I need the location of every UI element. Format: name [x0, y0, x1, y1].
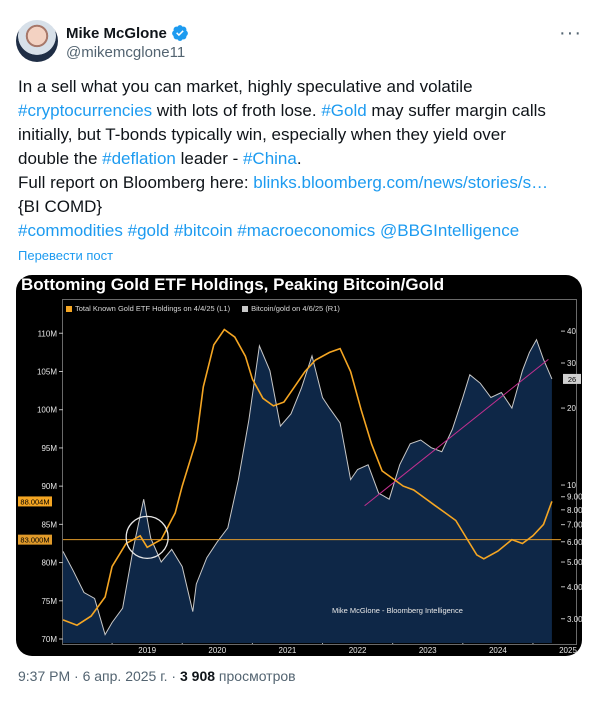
tweet-line: double the #deflation leader - #China. [18, 147, 583, 171]
x-axis-tick-label: 2021 [279, 646, 297, 655]
hashtag-link[interactable]: #Gold [321, 101, 367, 120]
tweet-text-segment: . [296, 149, 302, 168]
btc-last-value-bg [563, 373, 581, 384]
footer-sep-2: · [171, 668, 180, 684]
right-axis-tick-label: 9.00 [567, 493, 582, 502]
left-axis-tick-label: 70M [41, 635, 57, 644]
tweet-line: {BI COMD} [18, 195, 583, 219]
right-axis-tick-label: 8.00 [567, 506, 582, 515]
left-axis-tick-label: 95M [41, 444, 57, 453]
author-handle[interactable]: @mikemcglone11 [66, 44, 186, 61]
chart-legend: Total Known Gold ETF Holdings on 4/4/25 … [66, 304, 340, 313]
right-axis-tick-label: 5.00 [567, 558, 582, 567]
hashtag-link[interactable]: #bitcoin [173, 221, 233, 240]
tweet-line: In a sell what you can market, highly sp… [18, 75, 583, 99]
hashtag-link[interactable]: #cryptocurrencies [18, 101, 153, 120]
tweet-text-segment: may suffer margin calls [366, 101, 546, 120]
more-options-icon[interactable]: ··· [559, 22, 582, 44]
chart-plot-frame [62, 299, 577, 645]
gold-last-value-label: 88.004M [20, 497, 49, 506]
hashtag-link[interactable]: #China [242, 149, 297, 168]
right-axis-tick-label: 20 [567, 404, 576, 413]
legend-label-gold: Total Known Gold ETF Holdings on 4/4/25 … [75, 304, 231, 313]
right-axis-tick-label: 40 [567, 327, 576, 336]
btc-gold-area [63, 339, 552, 643]
right-axis-tick-label: 6.00 [567, 538, 582, 547]
x-axis-tick-label: 2019 [138, 646, 156, 655]
tweet-text-segment: double the [18, 149, 103, 168]
avatar[interactable] [16, 20, 58, 62]
author-name[interactable]: Mike McGlone [66, 24, 167, 42]
legend-item-gold: Total Known Gold ETF Holdings on 4/4/25 … [66, 304, 230, 313]
tweet-text-segment: Full report on Bloomberg here: [18, 173, 254, 192]
right-axis-tick-label: 3.00 [567, 615, 582, 624]
gold-etf-line [62, 328, 553, 627]
right-axis-tick-label: 30 [567, 359, 576, 368]
btc-last-value-label: 26 [568, 375, 576, 384]
tweet-line: initially, but T-bonds typically win, es… [18, 123, 583, 147]
hashtag-link[interactable]: #deflation [102, 149, 176, 168]
left-axis-tick-label: 90M [41, 482, 57, 491]
x-axis-tick-label: 2022 [349, 646, 367, 655]
legend-label-btc: Bitcoin/gold on 4/6/25 (R1) [251, 304, 340, 313]
left-axis-tick-label: 110M [38, 329, 58, 338]
chart-svg: 70M 75M 80M 85M 90M 95M 100M 105M 110M 3.00 4.00 5.… [18, 327, 582, 655]
chart-title: Bottoming Gold ETF Holdings, Peaking Bit… [21, 275, 445, 294]
reference-value-label-bg [18, 534, 52, 545]
left-axis-tick-label: 100M [37, 406, 57, 415]
legend-item-btc: Bitcoin/gold on 4/6/25 (R1) [242, 304, 340, 313]
trend-line [364, 358, 549, 507]
tweet-date[interactable]: 6 апр. 2025 г. [82, 668, 168, 684]
tweet-time[interactable]: 9:37 PM [18, 668, 71, 684]
author-name-row: Mike McGlone [66, 24, 189, 42]
tweet-line: #cryptocurrencies with lots of froth los… [18, 99, 583, 123]
tweet-text-segment: {BI COMD} [18, 197, 103, 216]
tweet-header: Mike McGlone @mikemcglone11 ··· [16, 18, 582, 66]
hashtag-link[interactable]: #commodities [18, 221, 123, 240]
verified-badge-icon [171, 25, 188, 41]
mention-link[interactable]: @BBGIntelligence [379, 221, 520, 240]
tweet-footer: 9:37 PM · 6 апр. 2025 г. · 3 908 просмот… [18, 668, 296, 684]
reference-value-label: 83.000M [20, 536, 49, 545]
x-axis-tick-label: 2024 [489, 646, 507, 655]
x-axis-tick-label: 2020 [208, 646, 226, 655]
views-label: просмотров [218, 668, 296, 684]
x-axis-tick-label: 2025 [559, 646, 577, 655]
tweet-text: In a sell what you can market, highly sp… [18, 75, 583, 243]
left-axis-tick-label: 80M [41, 559, 57, 568]
chart-credit: Mike McGlone - Bloomberg Intelligence [332, 606, 463, 615]
x-axis-tick-label: 2023 [419, 646, 437, 655]
footer-sep-1: · [74, 668, 83, 684]
left-axis-tick-label: 85M [41, 520, 57, 529]
url-link[interactable]: blinks.bloomberg.com/news/stories/s… [253, 173, 549, 192]
right-axis-tick-label: 4.00 [567, 583, 582, 592]
btc-gold-line [62, 338, 553, 636]
highlight-circle [125, 515, 169, 560]
tweet-text-segment: initially, but T-bonds typically win, es… [18, 125, 506, 144]
right-axis-tick-label: 10 [567, 481, 576, 490]
tweet-text-segment: with lots of froth lose. [152, 101, 322, 120]
tweet-text-segment: In a sell what you can market, highly sp… [18, 77, 473, 96]
tweet-text-segment: leader - [175, 149, 243, 168]
gold-last-value-label-bg [18, 496, 52, 507]
hashtag-link[interactable]: #gold [127, 221, 170, 240]
views-count: 3 908 [179, 668, 216, 684]
translate-post-link[interactable]: Перевести пост [18, 248, 114, 263]
left-axis-tick-label: 105M [37, 368, 57, 377]
hashtag-link[interactable]: #macroeconomics [237, 221, 376, 240]
tweet-line: #commodities #gold #bitcoin #macroeconom… [18, 219, 583, 243]
chart-image[interactable]: Bottoming Gold ETF Holdings, Peaking Bit… [16, 275, 582, 656]
tweet-line: Full report on Bloomberg here: blinks.bl… [18, 171, 583, 195]
right-axis-tick-label: 7.00 [567, 521, 582, 530]
left-axis-tick-label: 75M [41, 597, 57, 606]
